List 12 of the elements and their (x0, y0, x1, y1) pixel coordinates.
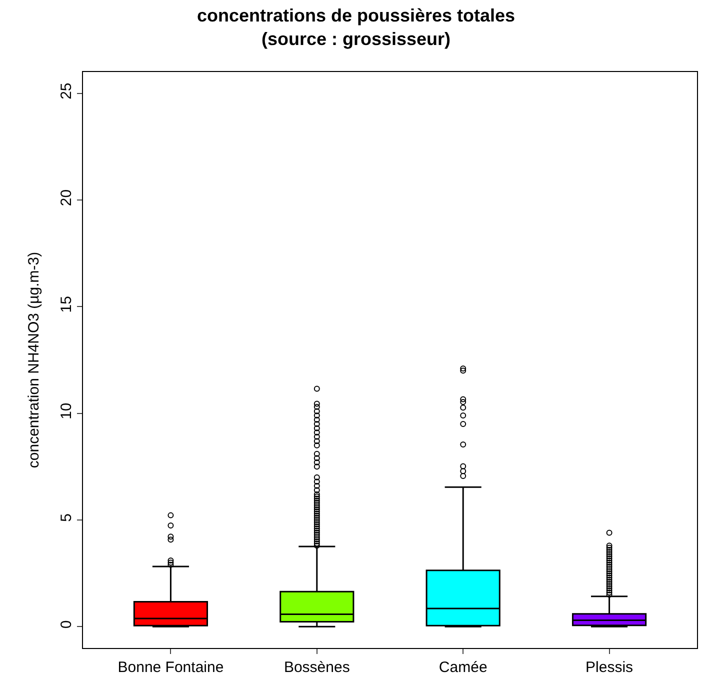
y-axis-title: concentration NH4NO3 (µg.m-3) (25, 252, 42, 468)
x-tick-label: Bossènes (284, 659, 350, 676)
y-tick-label: 15 (58, 296, 75, 313)
x-tick-label: Bonne Fontaine (118, 659, 224, 676)
x-tick-label: Camée (438, 659, 488, 676)
y-tick-label: 20 (58, 189, 75, 206)
y-tick-label: 0 (58, 620, 75, 629)
y-tick-label: 10 (58, 402, 75, 420)
y-tick-label: 25 (58, 82, 75, 100)
chart-title: concentrations de poussières totales (source : grossisseur) (196, 6, 516, 49)
x-tick-label: Plessis (586, 659, 634, 676)
y-tick-label: 5 (58, 514, 75, 522)
